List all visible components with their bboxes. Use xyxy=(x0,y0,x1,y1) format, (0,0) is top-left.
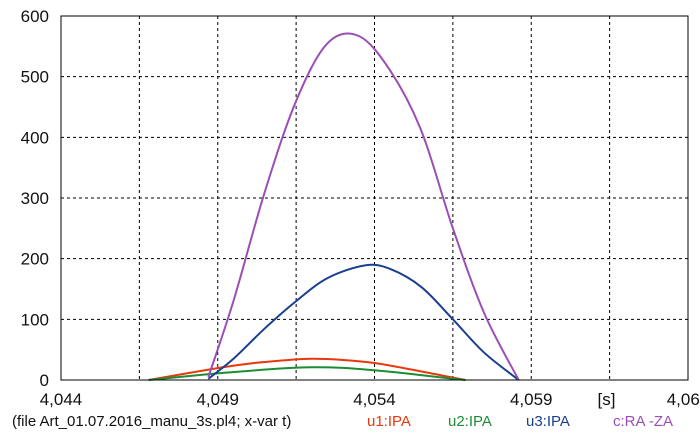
legend-item-u2: u2:IPA xyxy=(448,413,492,430)
y-tick-label: 100 xyxy=(21,310,49,329)
legend-item-u1: u1:IPA xyxy=(367,413,411,430)
x-tick-label: 4,064 xyxy=(667,390,700,409)
series-line-u1-ipa xyxy=(148,357,466,381)
file-info: (file Art_01.07.2016_manu_3s.pl4; x-var … xyxy=(12,413,292,430)
series-line-u3-ipa xyxy=(207,263,520,381)
y-tick-label: 200 xyxy=(21,250,49,269)
y-tick-label: 500 xyxy=(21,68,49,87)
legend-item-u3: u3:IPA xyxy=(526,413,570,430)
legend-item-c-ra-za: c:RA -ZA xyxy=(613,413,674,430)
tick-labels: 0 100 200 300 400 500 600 4,044 4,049 4,054 4,059 4… xyxy=(21,7,700,409)
y-tick-label: 600 xyxy=(21,7,49,26)
y-tick-label: 300 xyxy=(21,189,49,208)
plot-frame xyxy=(60,15,689,381)
x-tick-label: 4,054 xyxy=(353,390,396,409)
y-tick-label: 0 xyxy=(40,371,49,390)
x-tick-label: 4,049 xyxy=(196,390,239,409)
x-tick-label: 4,044 xyxy=(40,390,83,409)
x-tick-label: 4,059 xyxy=(510,390,553,409)
series-line-u2-ipa xyxy=(148,366,466,381)
grid xyxy=(61,16,688,380)
series-line-c-ra-za xyxy=(207,32,520,381)
x-unit-label: [s] xyxy=(598,390,616,409)
y-tick-label: 400 xyxy=(21,128,49,147)
footer: (file Art_01.07.2016_manu_3s.pl4; x-var … xyxy=(0,413,700,437)
series-layer xyxy=(148,32,520,381)
